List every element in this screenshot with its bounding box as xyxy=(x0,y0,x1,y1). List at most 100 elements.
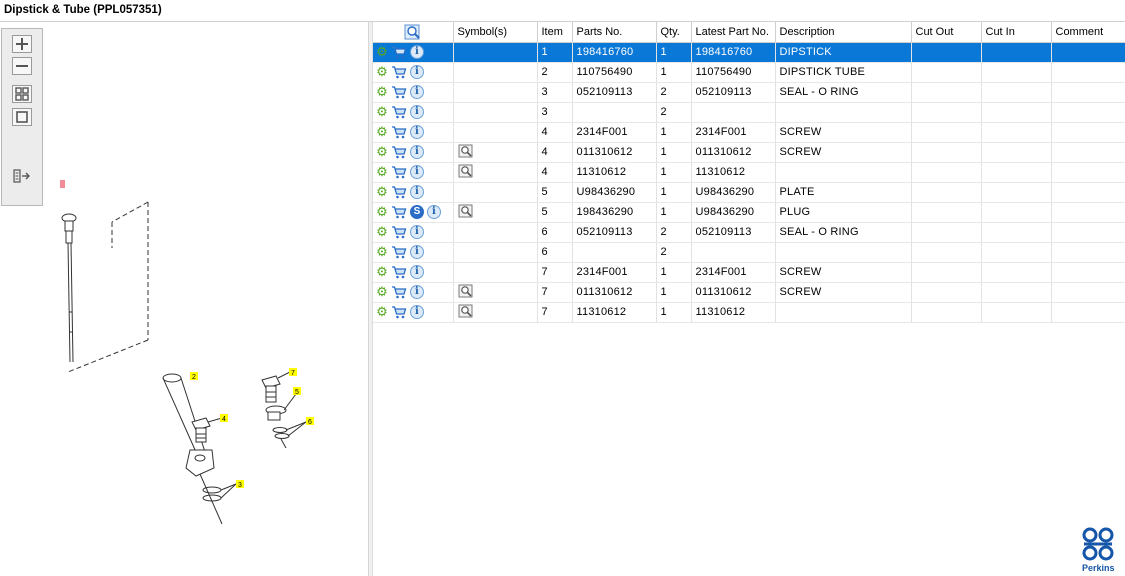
symbol-magnifier-icon[interactable] xyxy=(458,144,474,158)
cart-icon[interactable] xyxy=(391,105,407,119)
cart-icon[interactable] xyxy=(391,165,407,179)
symbols-cell xyxy=(453,122,538,143)
info-icon[interactable]: i xyxy=(427,205,441,219)
table-row[interactable]: ⚙ i 6 052109113 2 052109113 SEAL - O RING xyxy=(373,222,1125,243)
symbol-magnifier-icon[interactable] xyxy=(458,204,474,218)
fit-all-button[interactable] xyxy=(12,85,32,103)
info-icon[interactable]: i xyxy=(410,45,424,59)
table-row[interactable]: ⚙ i 3 052109113 2 052109113 SEAL - O RING xyxy=(373,82,1125,103)
column-header-cut-in[interactable]: Cut In xyxy=(981,22,1052,43)
table-row[interactable]: ⚙ i 2 110756490 1 110756490 DIPSTICK TUBE xyxy=(373,62,1125,83)
gear-icon[interactable]: ⚙ xyxy=(376,264,388,279)
zoom-out-button[interactable] xyxy=(12,57,32,75)
screw-part xyxy=(191,417,223,443)
comment-cell xyxy=(1051,242,1125,263)
table-row[interactable]: ⚙ i 1 198416760 1 198416760 DIPSTICK xyxy=(373,42,1125,63)
supersession-s-icon[interactable]: S xyxy=(410,205,424,219)
latest-part-no-cell: 110756490 xyxy=(691,62,776,83)
actual-size-button[interactable] xyxy=(12,108,32,126)
info-icon[interactable]: i xyxy=(410,265,424,279)
info-icon[interactable]: i xyxy=(410,65,424,79)
qty-cell: 1 xyxy=(656,42,692,63)
column-header-item[interactable]: Item xyxy=(537,22,573,43)
gear-icon[interactable]: ⚙ xyxy=(376,304,388,319)
column-header-description[interactable]: Description xyxy=(775,22,912,43)
table-row[interactable]: ⚙ i 7 011310612 1 011310612 SCREW xyxy=(373,282,1125,303)
column-header-cut-out[interactable]: Cut Out xyxy=(911,22,982,43)
info-icon[interactable]: i xyxy=(410,165,424,179)
cut-out-cell xyxy=(911,222,982,243)
info-icon[interactable]: i xyxy=(410,185,424,199)
gear-icon[interactable]: ⚙ xyxy=(376,164,388,179)
column-header-qty[interactable]: Qty. xyxy=(656,22,692,43)
gear-icon[interactable]: ⚙ xyxy=(376,204,388,219)
description-cell xyxy=(775,242,912,263)
gear-icon[interactable]: ⚙ xyxy=(376,104,388,119)
cart-icon[interactable] xyxy=(391,45,407,59)
info-icon[interactable]: i xyxy=(410,145,424,159)
diagram-pane[interactable]: 2 3 4 5 6 7 xyxy=(0,22,369,576)
gear-icon[interactable]: ⚙ xyxy=(376,124,388,139)
cart-icon[interactable] xyxy=(391,65,407,79)
cart-icon[interactable] xyxy=(391,185,407,199)
zoom-in-button[interactable] xyxy=(12,35,32,53)
column-header-icons[interactable] xyxy=(373,22,454,43)
pane-splitter[interactable] xyxy=(369,22,373,576)
item-cell: 5 xyxy=(537,202,573,223)
cut-in-cell xyxy=(981,222,1052,243)
gear-icon[interactable]: ⚙ xyxy=(376,224,388,239)
cart-icon[interactable] xyxy=(391,125,407,139)
table-row[interactable]: ⚙ i 4 11310612 1 11310612 xyxy=(373,162,1125,183)
table-row[interactable]: ⚙ i 7 2314F001 1 2314F001 SCREW xyxy=(373,262,1125,283)
gear-icon[interactable]: ⚙ xyxy=(376,244,388,259)
latest-part-no-cell: 198416760 xyxy=(691,42,776,63)
cut-out-cell xyxy=(911,102,982,123)
item-cell: 3 xyxy=(537,102,573,123)
info-icon[interactable]: i xyxy=(410,305,424,319)
gear-icon[interactable]: ⚙ xyxy=(376,144,388,159)
column-header-comment[interactable]: Comment xyxy=(1051,22,1125,43)
cart-icon[interactable] xyxy=(391,225,407,239)
plug-assembly-part xyxy=(261,371,307,449)
cart-icon[interactable] xyxy=(391,285,407,299)
cart-icon[interactable] xyxy=(391,145,407,159)
export-list-button[interactable] xyxy=(12,167,32,185)
item-cell: 1 xyxy=(537,42,573,63)
table-row[interactable]: ⚙ i 6 2 xyxy=(373,242,1125,263)
table-row[interactable]: ⚙ i 3 2 xyxy=(373,102,1125,123)
gear-icon[interactable]: ⚙ xyxy=(376,64,388,79)
cart-icon[interactable] xyxy=(391,205,407,219)
info-icon[interactable]: i xyxy=(410,225,424,239)
gear-icon[interactable]: ⚙ xyxy=(376,44,388,59)
cut-in-cell xyxy=(981,122,1052,143)
info-icon[interactable]: i xyxy=(410,105,424,119)
find-part-icon[interactable] xyxy=(404,24,422,40)
gear-icon[interactable]: ⚙ xyxy=(376,284,388,299)
qty-cell: 2 xyxy=(656,82,692,103)
info-icon[interactable]: i xyxy=(410,285,424,299)
parts-no-cell: 052109113 xyxy=(572,82,657,103)
info-icon[interactable]: i xyxy=(410,125,424,139)
info-icon[interactable]: i xyxy=(410,245,424,259)
cart-icon[interactable] xyxy=(391,265,407,279)
gear-icon[interactable]: ⚙ xyxy=(376,84,388,99)
column-header-latest-part-no[interactable]: Latest Part No. xyxy=(691,22,776,43)
column-header-symbols[interactable]: Symbol(s) xyxy=(453,22,538,43)
symbol-magnifier-icon[interactable] xyxy=(458,304,474,318)
cart-icon[interactable] xyxy=(391,245,407,259)
table-row[interactable]: ⚙ i 5 U98436290 1 U98436290 PLATE xyxy=(373,182,1125,203)
table-row[interactable]: ⚙ i 7 11310612 1 11310612 xyxy=(373,302,1125,323)
info-icon[interactable]: i xyxy=(410,85,424,99)
description-cell: SCREW xyxy=(775,282,912,303)
gear-icon[interactable]: ⚙ xyxy=(376,184,388,199)
table-row[interactable]: ⚙ i 4 2314F001 1 2314F001 SCREW xyxy=(373,122,1125,143)
symbol-magnifier-icon[interactable] xyxy=(458,284,474,298)
column-header-parts-no[interactable]: Parts No. xyxy=(572,22,657,43)
symbols-cell xyxy=(453,102,538,123)
comment-cell xyxy=(1051,202,1125,223)
cart-icon[interactable] xyxy=(391,305,407,319)
symbol-magnifier-icon[interactable] xyxy=(458,164,474,178)
table-row[interactable]: ⚙ i 4 011310612 1 011310612 SCREW xyxy=(373,142,1125,163)
cart-icon[interactable] xyxy=(391,85,407,99)
